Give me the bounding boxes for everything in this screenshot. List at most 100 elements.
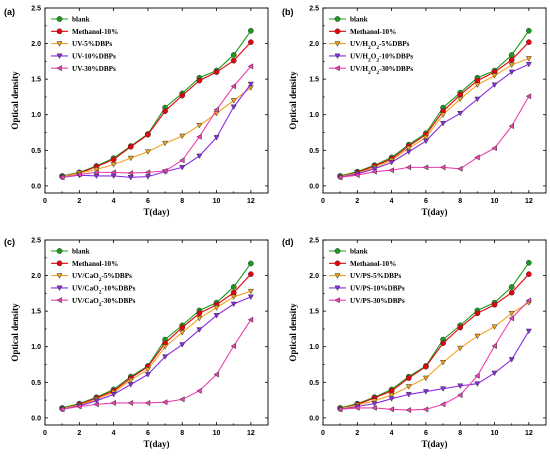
data-point (457, 91, 464, 98)
data-point (162, 108, 168, 115)
x-tick-label: 4 (112, 430, 116, 437)
data-point (127, 382, 134, 388)
y-tick-label: 1.5 (309, 77, 319, 84)
y-axis-title: Optical density (10, 303, 20, 362)
data-point (439, 164, 446, 171)
data-point (422, 138, 429, 145)
data-point (508, 57, 515, 63)
legend-marker (334, 248, 341, 254)
data-point (127, 377, 134, 384)
legend-label: Methanol-10% (72, 28, 118, 36)
legend-marker (56, 297, 62, 304)
y-axis-title: Optical density (288, 303, 298, 362)
legend-label: blank (72, 16, 90, 24)
data-point (213, 106, 219, 113)
y-tick-label: 2.5 (31, 6, 41, 13)
x-tick-label: 12 (525, 198, 533, 205)
data-point (508, 357, 515, 363)
data-point (162, 344, 169, 350)
data-point (196, 123, 203, 129)
x-tick-label: 8 (458, 430, 462, 437)
data-point (405, 375, 412, 381)
data-point (457, 324, 464, 331)
legend-marker (56, 285, 63, 292)
x-tick-label: 10 (213, 198, 221, 205)
data-point (247, 39, 254, 46)
legend: blank Methanol-10% UV/H2O2-5%DBPs UV/H2O2-1… (329, 16, 413, 76)
data-point (144, 169, 151, 176)
data-point (474, 154, 480, 161)
y-tick-label: 2.0 (309, 273, 319, 280)
panel-label: (a) (4, 7, 15, 17)
legend-marker (334, 260, 341, 267)
legend-item: blank (51, 16, 90, 24)
series-line (62, 273, 252, 410)
legend-item: UV/PS-30%DBPs (329, 297, 405, 305)
data-point (196, 77, 203, 84)
y-tick-label: 0.0 (31, 415, 41, 422)
data-point (354, 404, 360, 411)
data-point (144, 174, 151, 180)
data-point (388, 406, 394, 413)
y-tick-label: 2.5 (309, 238, 319, 245)
x-axis-title: T(day) (421, 439, 447, 449)
data-point (405, 145, 412, 152)
data-point (59, 174, 65, 181)
data-point (127, 155, 134, 162)
data-point (196, 327, 203, 333)
data-point (440, 386, 447, 392)
y-tick-label: 1.5 (31, 77, 41, 84)
y-tick-label: 1.0 (309, 344, 319, 351)
data-point (371, 168, 377, 175)
x-axis-title: T(day) (143, 207, 169, 217)
legend-label: blank (350, 16, 368, 24)
y-tick-label: 0.0 (309, 415, 319, 422)
legend-item: UV/CaO2-5%DBPs (51, 272, 132, 283)
data-point (440, 360, 447, 366)
data-point (162, 354, 169, 360)
legend-marker (56, 28, 63, 35)
data-point (161, 167, 168, 174)
legend-marker (334, 273, 341, 279)
data-point (213, 371, 219, 378)
x-tick-label: 2 (77, 430, 81, 437)
data-point (179, 133, 186, 140)
legend-marker (334, 53, 341, 60)
legend-item: UV/PS-5%DBPs (329, 272, 401, 280)
data-point (371, 166, 378, 172)
x-tick-label: 4 (112, 198, 116, 205)
data-point (59, 406, 65, 413)
legend-item: UV/CaO2-10%DBPs (51, 285, 136, 296)
legend-label: UV/PS-10%DBPs (350, 285, 405, 293)
data-point (525, 61, 532, 68)
legend-label: UV/H2O2-5%DBPs (350, 40, 410, 51)
data-point (230, 301, 237, 308)
legend-label: UV/H2O2-30%DBPs (350, 65, 413, 76)
legend-label: blank (72, 248, 90, 256)
x-tick-label: 8 (458, 198, 462, 205)
data-point (422, 164, 429, 171)
x-tick-label: 6 (146, 430, 150, 437)
x-tick-label: 0 (43, 198, 47, 205)
legend: blank Methanol-10% UV/CaO2-5%DBPs UV/CaO2-1… (51, 248, 136, 308)
series-line (62, 296, 252, 410)
series-line (340, 262, 530, 409)
data-point (525, 56, 532, 62)
legend-marker (56, 16, 63, 22)
y-tick-label: 0.0 (309, 183, 319, 190)
data-point (371, 404, 377, 411)
data-point (525, 93, 532, 100)
series-s30 (59, 316, 254, 413)
legend-marker (334, 297, 340, 304)
legend-item: UV/CaO2-30%DBPs (51, 297, 136, 308)
data-point (457, 383, 464, 389)
data-point (230, 57, 237, 64)
x-tick-label: 8 (180, 430, 184, 437)
x-tick-label: 6 (424, 430, 428, 437)
y-tick-label: 0.5 (31, 148, 41, 155)
x-axis-title: T(day) (421, 207, 447, 217)
data-point (196, 310, 203, 317)
legend-item: UV/H2O2-5%DBPs (329, 40, 410, 51)
data-point (196, 133, 202, 140)
